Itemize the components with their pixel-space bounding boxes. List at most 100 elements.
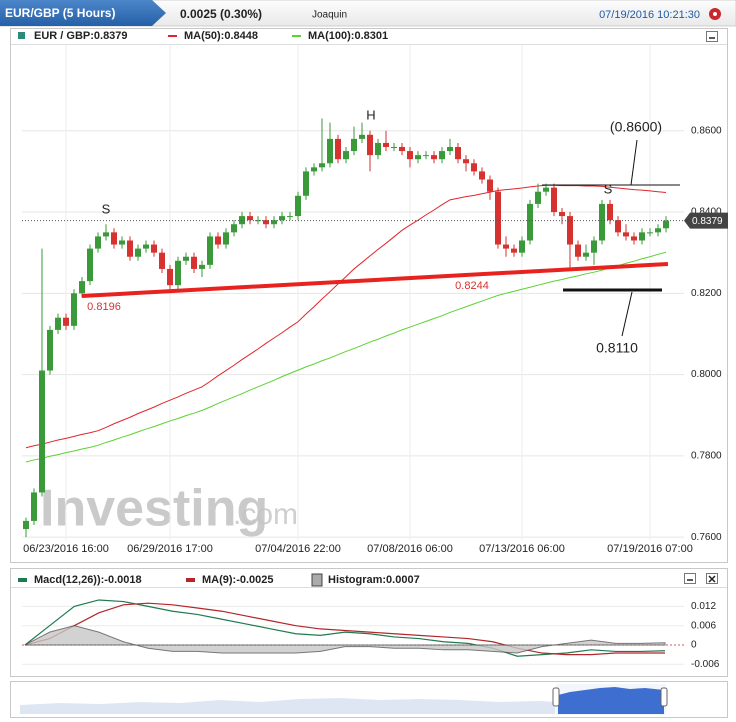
legend-entry: MA(100):0.8301 [308, 30, 388, 42]
candle-body [599, 203, 605, 241]
navigator-handle[interactable] [552, 687, 560, 707]
annotation-label: 0.8244 [455, 280, 489, 292]
x-tick-label: 06/23/2016 16:00 [23, 543, 109, 555]
navigator-handle[interactable] [660, 687, 668, 707]
navigator-history [20, 698, 555, 714]
header-datetime: 07/19/2016 10:21:30 [599, 9, 700, 21]
annotation-label: (0.8600) [610, 119, 662, 135]
candle-body [415, 155, 421, 160]
candle-body [95, 236, 101, 249]
candle-body [79, 281, 85, 294]
candle-body [47, 329, 53, 371]
candle-body [503, 244, 509, 249]
x-tick-label: 06/29/2016 17:00 [127, 543, 213, 555]
candle-body [103, 232, 109, 237]
candle-body [359, 134, 365, 139]
y-tick-label: 0.8600 [691, 125, 722, 136]
candle-body [375, 142, 381, 156]
candle-body [343, 151, 349, 160]
candle-body [39, 370, 45, 493]
pointer-line [621, 291, 633, 337]
y-tick-label: 0.8400 [691, 207, 722, 218]
x-tick-label: 07/04/2016 22:00 [255, 543, 341, 555]
legend-entry: Macd(12,26)):-0.0018 [34, 574, 142, 586]
pointer-line [630, 139, 638, 186]
candle-body [559, 212, 565, 217]
candle-body [615, 220, 621, 233]
user-name: Joaquin [312, 10, 347, 21]
candle-body [303, 171, 309, 196]
candle-body [247, 216, 253, 221]
candle-body [439, 151, 445, 160]
legend-swatch [18, 32, 25, 39]
candle-body [215, 236, 221, 245]
candle-body [279, 216, 285, 221]
plot-layer: Investing.com 0.7600 0.7800 0.8000 0.8200 0.8… [18, 30, 728, 670]
annotation-label: S [102, 201, 111, 216]
candle-body [399, 147, 405, 152]
candle-body [647, 232, 653, 234]
candle-body [327, 138, 333, 164]
candle-body [527, 203, 533, 241]
y-tick-label: 0.7800 [691, 451, 722, 462]
candle-body [639, 232, 645, 241]
candle-body [255, 220, 261, 222]
candle-body [663, 220, 669, 229]
candle-body [543, 187, 549, 192]
candle-body [455, 147, 461, 160]
remove-icon [708, 575, 716, 583]
neckline [81, 262, 669, 298]
x-tick-label: 07/19/2016 07:00 [607, 543, 693, 555]
symbol-title: EUR/GBP (5 Hours) [5, 6, 115, 20]
legend-entry: EUR / GBP:0.8379 [34, 30, 128, 42]
legend-entry: MA(9):-0.0025 [202, 574, 274, 586]
last-price-label: 0.8379 [692, 216, 723, 227]
candle-body [319, 163, 325, 168]
candle-body [31, 492, 37, 521]
candle-body [511, 248, 517, 253]
candle-body [311, 167, 317, 172]
legend-swatch [186, 578, 195, 582]
price-change: 0.0025 (0.30%) [180, 7, 262, 21]
candle-body [263, 220, 269, 225]
annotation-label: H [366, 107, 375, 122]
y-tick-label: 0.006 [691, 620, 716, 631]
candle-body [271, 220, 277, 225]
symbol-tab[interactable] [0, 0, 166, 26]
last-price-box [684, 212, 728, 229]
candle-body [183, 256, 189, 261]
candle-body [423, 155, 429, 157]
candle-body [351, 138, 357, 152]
candle-body [463, 159, 469, 164]
x-tick-label: 07/08/2016 06:00 [367, 543, 453, 555]
candle-body [591, 240, 597, 253]
candle-body [207, 236, 213, 265]
candle-body [151, 244, 157, 253]
annotation-label: 0.8196 [87, 301, 121, 313]
candle-body [607, 203, 613, 221]
collapse-button[interactable] [706, 31, 718, 42]
macd-panel [10, 568, 728, 677]
y-tick-label: 0.012 [691, 601, 716, 612]
collapse-button[interactable] [684, 573, 696, 584]
legend-entry: Histogram:0.0007 [328, 574, 420, 586]
annotation-label: 0.8110 [596, 340, 638, 356]
candle-body [175, 260, 181, 286]
candle-body [471, 163, 477, 172]
candle-body [295, 195, 301, 217]
candle-body [575, 244, 581, 257]
watermark-suffix: .com [233, 498, 298, 531]
candle-body [407, 151, 413, 160]
candle-body [335, 138, 341, 160]
candle-body [111, 232, 117, 245]
candle-body [287, 216, 293, 218]
candle-body [567, 216, 573, 245]
y-tick-label: 0 [691, 640, 697, 651]
candle-body [519, 240, 525, 253]
legend-entry: MA(50):0.8448 [184, 30, 258, 42]
candle-body [487, 179, 493, 192]
candle-body [23, 520, 29, 530]
candle-body [631, 236, 637, 241]
